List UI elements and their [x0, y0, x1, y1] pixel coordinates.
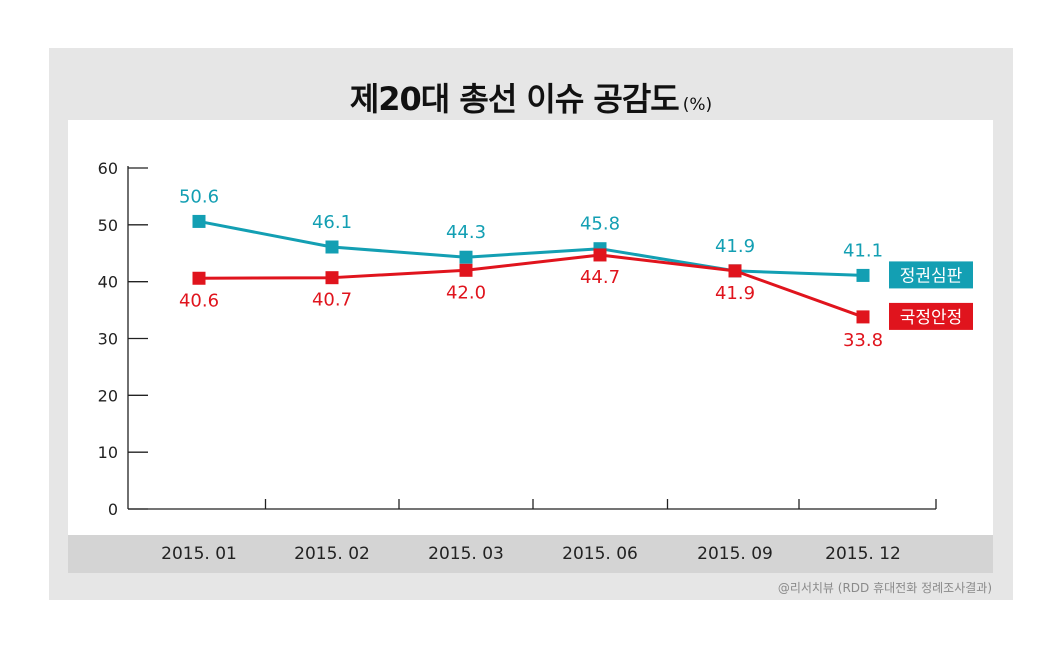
- data-label: 33.8: [843, 330, 883, 351]
- y-tick-label: 0: [108, 500, 118, 519]
- data-label: 50.6: [179, 186, 219, 207]
- data-point: [325, 240, 339, 254]
- data-point: [459, 263, 473, 277]
- y-tick-label: 30: [98, 330, 118, 349]
- y-tick-label: 20: [98, 386, 118, 405]
- data-label: 46.1: [312, 212, 352, 233]
- legend-label: 국정안정: [900, 308, 963, 328]
- data-point: [856, 310, 870, 324]
- data-point: [459, 250, 473, 264]
- y-tick-label: 60: [98, 159, 118, 178]
- data-label: 41.9: [715, 283, 755, 304]
- data-point: [593, 248, 607, 262]
- data-point: [192, 271, 206, 285]
- plot-area: [68, 120, 993, 535]
- data-label: 41.9: [715, 236, 755, 257]
- data-point: [192, 214, 206, 228]
- x-axis-band: [68, 535, 993, 573]
- title-text: 제20대 총선 이슈 공감도: [349, 80, 680, 118]
- data-label: 40.7: [312, 290, 352, 311]
- data-point: [728, 264, 742, 278]
- y-tick-label: 50: [98, 216, 118, 235]
- x-tick-label: 2015. 09: [697, 544, 773, 564]
- data-label: 41.1: [843, 240, 883, 261]
- data-label: 40.6: [179, 290, 219, 311]
- title-unit: (%): [682, 95, 713, 115]
- legend-box: [889, 302, 973, 330]
- x-tick-label: 2015. 03: [428, 544, 504, 564]
- chart-title: 제20대 총선 이슈 공감도 (%): [0, 74, 1062, 120]
- x-tick-label: 2015. 06: [562, 544, 638, 564]
- series-line: [198, 253, 864, 319]
- data-label: 42.0: [446, 282, 486, 303]
- data-label: 45.8: [580, 214, 620, 235]
- x-tick-label: 2015. 12: [825, 544, 901, 564]
- series-line: [198, 219, 864, 277]
- data-point: [856, 268, 870, 282]
- legend-label: 정권심판: [900, 266, 963, 286]
- data-point: [325, 271, 339, 285]
- source-note: @리서치뷰 (RDD 휴대전화 정례조사결과): [777, 581, 992, 595]
- x-tick-label: 2015. 01: [161, 544, 237, 564]
- y-tick-label: 40: [98, 273, 118, 292]
- x-tick-label: 2015. 02: [294, 544, 370, 564]
- legend-box: [889, 261, 973, 289]
- y-tick-label: 10: [98, 443, 118, 462]
- data-label: 44.7: [580, 267, 620, 288]
- data-label: 44.3: [446, 222, 486, 243]
